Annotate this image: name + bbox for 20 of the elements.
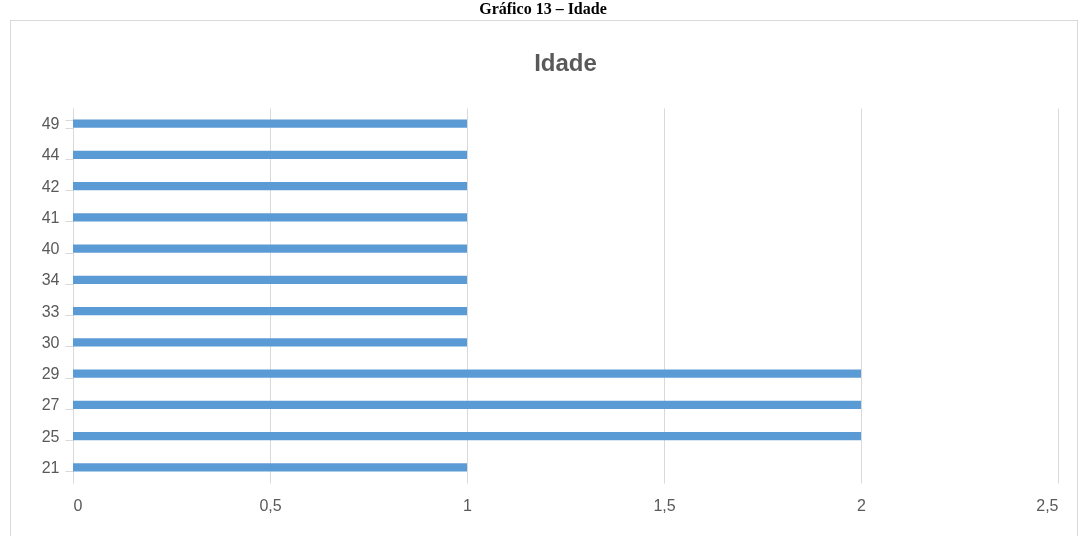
y-tick-label: 21 bbox=[41, 458, 60, 476]
y-tick-label: 29 bbox=[41, 365, 60, 383]
x-tick-label: 1,5 bbox=[653, 496, 676, 514]
y-tick-label: 49 bbox=[41, 115, 60, 133]
y-tick-label: 34 bbox=[41, 271, 60, 289]
y-tick-label: 44 bbox=[41, 146, 60, 164]
x-tick-label: 0,5 bbox=[259, 496, 282, 514]
x-tick-label: 0 bbox=[73, 496, 83, 514]
y-tick-label: 25 bbox=[41, 427, 60, 445]
x-tick-label: 2 bbox=[857, 496, 867, 514]
chart-title: Idade bbox=[534, 49, 597, 76]
y-tick-label: 41 bbox=[41, 208, 60, 226]
y-tick-label: 42 bbox=[41, 177, 60, 195]
x-tick-label: 1 bbox=[463, 496, 473, 514]
y-tick-label: 30 bbox=[41, 333, 60, 351]
y-tick-label: 33 bbox=[41, 302, 60, 320]
y-tick-label: 40 bbox=[41, 240, 60, 258]
x-tick-label: 2,5 bbox=[1036, 496, 1059, 514]
y-tick-label: 27 bbox=[41, 396, 60, 414]
text: Gráfico 13 – Idade bbox=[478, 0, 608, 18]
